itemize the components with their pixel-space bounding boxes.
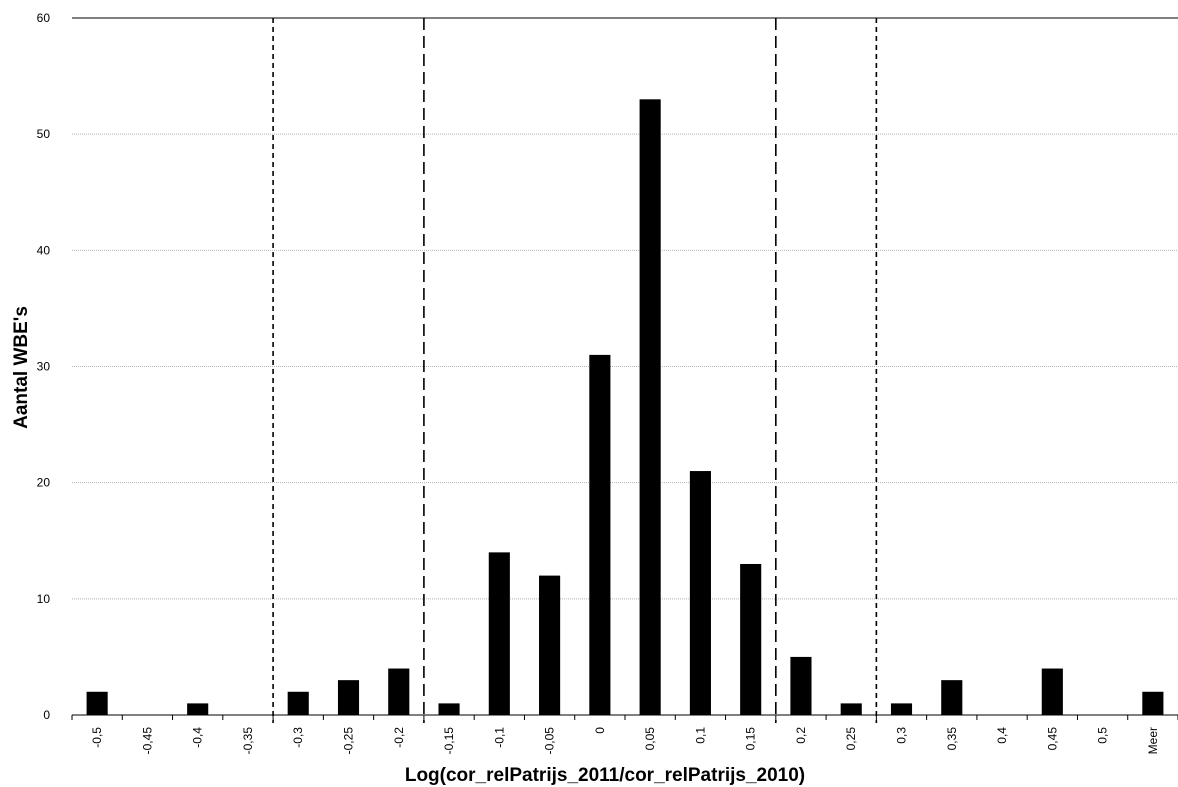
x-tick-label: 0,35 <box>945 727 959 751</box>
x-tick-label: -0,45 <box>140 727 154 755</box>
bar <box>86 691 108 715</box>
bar <box>337 680 360 715</box>
bar <box>689 471 711 715</box>
x-tick-label: 0,25 <box>844 727 858 751</box>
bar <box>539 575 561 715</box>
x-tick-label: -0,35 <box>241 727 255 755</box>
x-tick-label: 0 <box>593 727 607 734</box>
x-tick-label: -0,2 <box>392 727 406 748</box>
y-tick-label: 50 <box>37 127 51 141</box>
x-tick-label: -0,05 <box>543 727 557 755</box>
x-tick-label: 0,15 <box>744 727 758 751</box>
bar <box>890 703 913 715</box>
x-tick-label: -0,15 <box>442 727 456 755</box>
bar <box>438 703 460 715</box>
bar <box>1142 691 1164 715</box>
x-tick-label: 0,5 <box>1096 727 1110 744</box>
x-tick-label: 0,4 <box>995 727 1009 744</box>
bar <box>488 552 510 715</box>
x-axis-title: Log(cor_relPatrijs_2011/cor_relPatrijs_2… <box>405 765 805 786</box>
gridlines <box>72 133 1178 600</box>
x-tick-labels: -0,5 -0,45 -0,4 -0,35 -0,3 -0,25 -0,2 -0,15 -0,1… <box>90 727 1160 755</box>
bar <box>740 563 762 715</box>
x-tick-label: -0,1 <box>492 727 506 748</box>
bar <box>589 354 611 715</box>
y-tick-label: 40 <box>37 243 51 257</box>
y-tick-label: 30 <box>37 360 51 374</box>
axes <box>71 17 1178 720</box>
y-tick-label: 10 <box>37 592 51 606</box>
bar <box>187 703 209 715</box>
bar <box>287 691 309 715</box>
x-tick-label: 0,3 <box>895 727 909 744</box>
x-tick-label: 0,2 <box>794 727 808 744</box>
x-tick-label: -0,5 <box>90 727 104 748</box>
x-tick-label: 0,45 <box>1045 727 1059 751</box>
x-tick-label: 0,1 <box>693 727 707 744</box>
x-tick-label: Meer <box>1146 727 1160 754</box>
y-tick-label: 20 <box>37 476 51 490</box>
x-tick-label: -0,25 <box>342 727 356 755</box>
bar <box>790 656 812 715</box>
bar <box>941 680 963 715</box>
x-tick-label: 0,05 <box>643 727 657 751</box>
bar <box>1041 668 1063 715</box>
reference-lines <box>272 18 878 723</box>
y-tick-label: 0 <box>43 708 50 722</box>
bar <box>639 99 661 716</box>
bar <box>388 668 410 715</box>
bars <box>86 99 1164 716</box>
y-axis-title: Aantal WBE's <box>11 306 32 429</box>
y-tick-label: 60 <box>37 11 51 25</box>
bar <box>840 703 862 715</box>
x-tick-label: -0,3 <box>291 727 305 748</box>
y-tick-labels: 0 10 20 30 40 50 60 <box>37 11 51 722</box>
x-tick-label: -0,4 <box>191 727 205 748</box>
